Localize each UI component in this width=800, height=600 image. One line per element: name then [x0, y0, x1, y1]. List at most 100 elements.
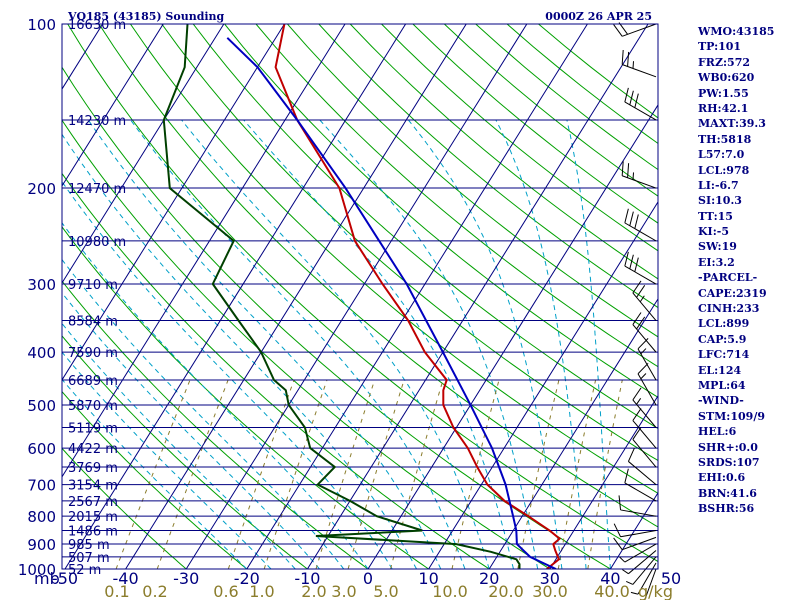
wind-barb-shaft — [624, 543, 657, 563]
height-label: 12470 m — [68, 182, 126, 197]
moist-adiabat — [408, 119, 563, 569]
index-item: LI:-6.7 — [698, 178, 739, 192]
moist-adiabat — [62, 133, 417, 569]
moist-adiabat — [319, 119, 539, 569]
mixing-ratio-line — [156, 379, 229, 569]
mixing-ratio-tick-label: 2.0 — [301, 582, 326, 600]
moist-adiabat — [62, 222, 369, 569]
height-label: 985 m — [68, 538, 110, 553]
wind-barb-feather — [626, 581, 634, 585]
wind-barb-feather — [632, 408, 642, 421]
wind-barb-shaft — [628, 550, 657, 575]
mixing-ratio-line — [263, 379, 328, 569]
wind-barb — [627, 447, 657, 485]
pressure-tick-label: 700 — [27, 477, 56, 495]
pressure-unit-label: mb — [34, 569, 60, 588]
wind-barb-feather — [618, 22, 628, 35]
pressure-tick-label: 200 — [27, 180, 56, 198]
temperature-tick-label: 50 — [661, 569, 681, 588]
index-item: RH:42.1 — [698, 101, 749, 115]
wind-barb-feather — [639, 295, 645, 303]
moist-adiabat — [62, 322, 296, 569]
wind-barb — [632, 312, 657, 353]
mixing-ratio-unit: g/kg — [638, 582, 673, 600]
moist-adiabat — [181, 119, 490, 569]
pressure-tick-label: 500 — [27, 397, 56, 415]
index-item: BRN:41.6 — [698, 486, 757, 500]
wind-barb-feather — [632, 387, 642, 401]
mixing-ratio-tick-label: 0.1 — [104, 582, 129, 600]
isotherm — [62, 24, 346, 478]
wind-barb-feather — [632, 427, 642, 440]
chart-time: 0000Z 26 APR 25 — [545, 10, 652, 23]
index-item: EHI:0.6 — [698, 471, 746, 485]
wind-barb-feather — [640, 373, 647, 380]
index-item: CINH:233 — [698, 302, 760, 316]
wind-barb-feather — [632, 312, 642, 325]
temperature-tick-label: -40 — [113, 569, 139, 588]
wind-barb — [644, 568, 657, 600]
index-item: -PARCEL- — [698, 271, 758, 285]
index-item: HEL:6 — [698, 425, 737, 439]
index-item: BSHR:56 — [698, 502, 755, 516]
wind-barb — [621, 49, 657, 78]
wind-barb-feather — [634, 93, 639, 108]
isotherm — [62, 24, 225, 284]
wind-barb-feather — [627, 447, 635, 462]
index-item: STM:109/9 — [698, 409, 765, 423]
wind-barb-shaft — [622, 175, 657, 189]
wind-barb-shaft — [632, 420, 657, 449]
index-item: LCL:978 — [698, 163, 750, 177]
wind-barb-shaft — [622, 536, 657, 551]
wind-barb — [626, 556, 657, 585]
wind-barb — [632, 280, 657, 321]
index-item: SI:10.3 — [698, 194, 742, 208]
mixing-ratio-line — [517, 379, 560, 569]
height-label: 10980 m — [68, 235, 126, 250]
wind-barb-feather — [630, 591, 639, 595]
wind-barb-feather — [634, 257, 639, 272]
height-label: 2567 m — [68, 495, 118, 510]
dewpoint-line — [162, 24, 521, 569]
temperature-tick-label: -30 — [173, 569, 199, 588]
index-item: LCL:899 — [698, 317, 750, 331]
isotherm — [246, 24, 588, 569]
wind-barb — [622, 550, 657, 575]
wind-barb-shaft — [628, 461, 657, 485]
temperature-tick-label: 30 — [540, 569, 560, 588]
wind-barb-feather — [632, 280, 642, 294]
mixing-ratio-tick-label: 40.0 — [594, 582, 630, 600]
mixing-ratio-tick-label: 30.0 — [532, 582, 568, 600]
temperature-tick-label: 10 — [418, 569, 438, 588]
height-label: 1486 m — [68, 525, 118, 540]
wind-barb-feather — [636, 398, 642, 405]
pressure-tick-label: 1000 — [18, 561, 56, 579]
mixing-ratio-tick-label: 5.0 — [373, 582, 398, 600]
index-item: TT:15 — [698, 209, 733, 223]
wind-barb — [637, 362, 657, 406]
wind-barb-feather — [618, 495, 622, 510]
index-item: L57:7.0 — [698, 148, 745, 162]
wind-barb-feather — [619, 556, 626, 563]
wind-barb-feather — [629, 211, 634, 226]
index-item: CAPE:2319 — [698, 286, 767, 300]
index-item: WMO:43185 — [698, 25, 775, 38]
moist-adiabat — [130, 119, 466, 569]
height-label: 5870 m — [68, 399, 118, 414]
mixing-ratio-tick-label: 0.2 — [142, 582, 167, 600]
pressure-tick-label: 900 — [27, 536, 56, 554]
wind-barb-feather — [624, 251, 629, 267]
wind-barb-shaft — [637, 562, 657, 595]
wind-barb-feather — [629, 254, 634, 270]
pressure-tick-label: 400 — [27, 344, 56, 362]
height-label: 6689 m — [68, 374, 118, 389]
mixing-ratio-tick-label: 3.0 — [331, 582, 356, 600]
index-item: EL:124 — [698, 363, 742, 377]
index-item: -WIND- — [698, 394, 744, 408]
height-label: 3154 m — [68, 479, 118, 494]
wind-barb-feather — [621, 49, 624, 65]
height-label: 4422 m — [68, 442, 118, 457]
pressure-tick-label: 800 — [27, 508, 56, 526]
chart-title: VQ185 (43185) Sounding — [67, 10, 225, 23]
wind-barb-feather — [629, 90, 634, 105]
